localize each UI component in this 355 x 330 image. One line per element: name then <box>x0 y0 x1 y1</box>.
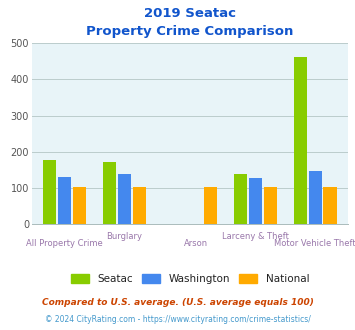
Text: Burglary: Burglary <box>106 232 142 241</box>
Bar <box>294 57 307 224</box>
Bar <box>249 178 262 224</box>
Bar <box>118 174 131 224</box>
Text: All Property Crime: All Property Crime <box>26 239 103 248</box>
Bar <box>43 160 56 224</box>
Bar <box>308 171 322 224</box>
Bar <box>73 187 86 224</box>
Text: Motor Vehicle Theft: Motor Vehicle Theft <box>274 239 355 248</box>
Title: 2019 Seatac
Property Crime Comparison: 2019 Seatac Property Crime Comparison <box>86 7 294 38</box>
Bar <box>204 187 217 224</box>
Text: Arson: Arson <box>184 239 208 248</box>
Bar <box>264 187 277 224</box>
Bar <box>323 187 337 224</box>
Text: © 2024 CityRating.com - https://www.cityrating.com/crime-statistics/: © 2024 CityRating.com - https://www.city… <box>45 315 310 324</box>
Bar <box>133 187 146 224</box>
Bar <box>234 174 247 224</box>
Text: Compared to U.S. average. (U.S. average equals 100): Compared to U.S. average. (U.S. average … <box>42 298 313 307</box>
Text: Larceny & Theft: Larceny & Theft <box>222 232 289 241</box>
Legend: Seatac, Washington, National: Seatac, Washington, National <box>66 270 313 288</box>
Bar <box>103 162 116 224</box>
Bar <box>58 177 71 224</box>
